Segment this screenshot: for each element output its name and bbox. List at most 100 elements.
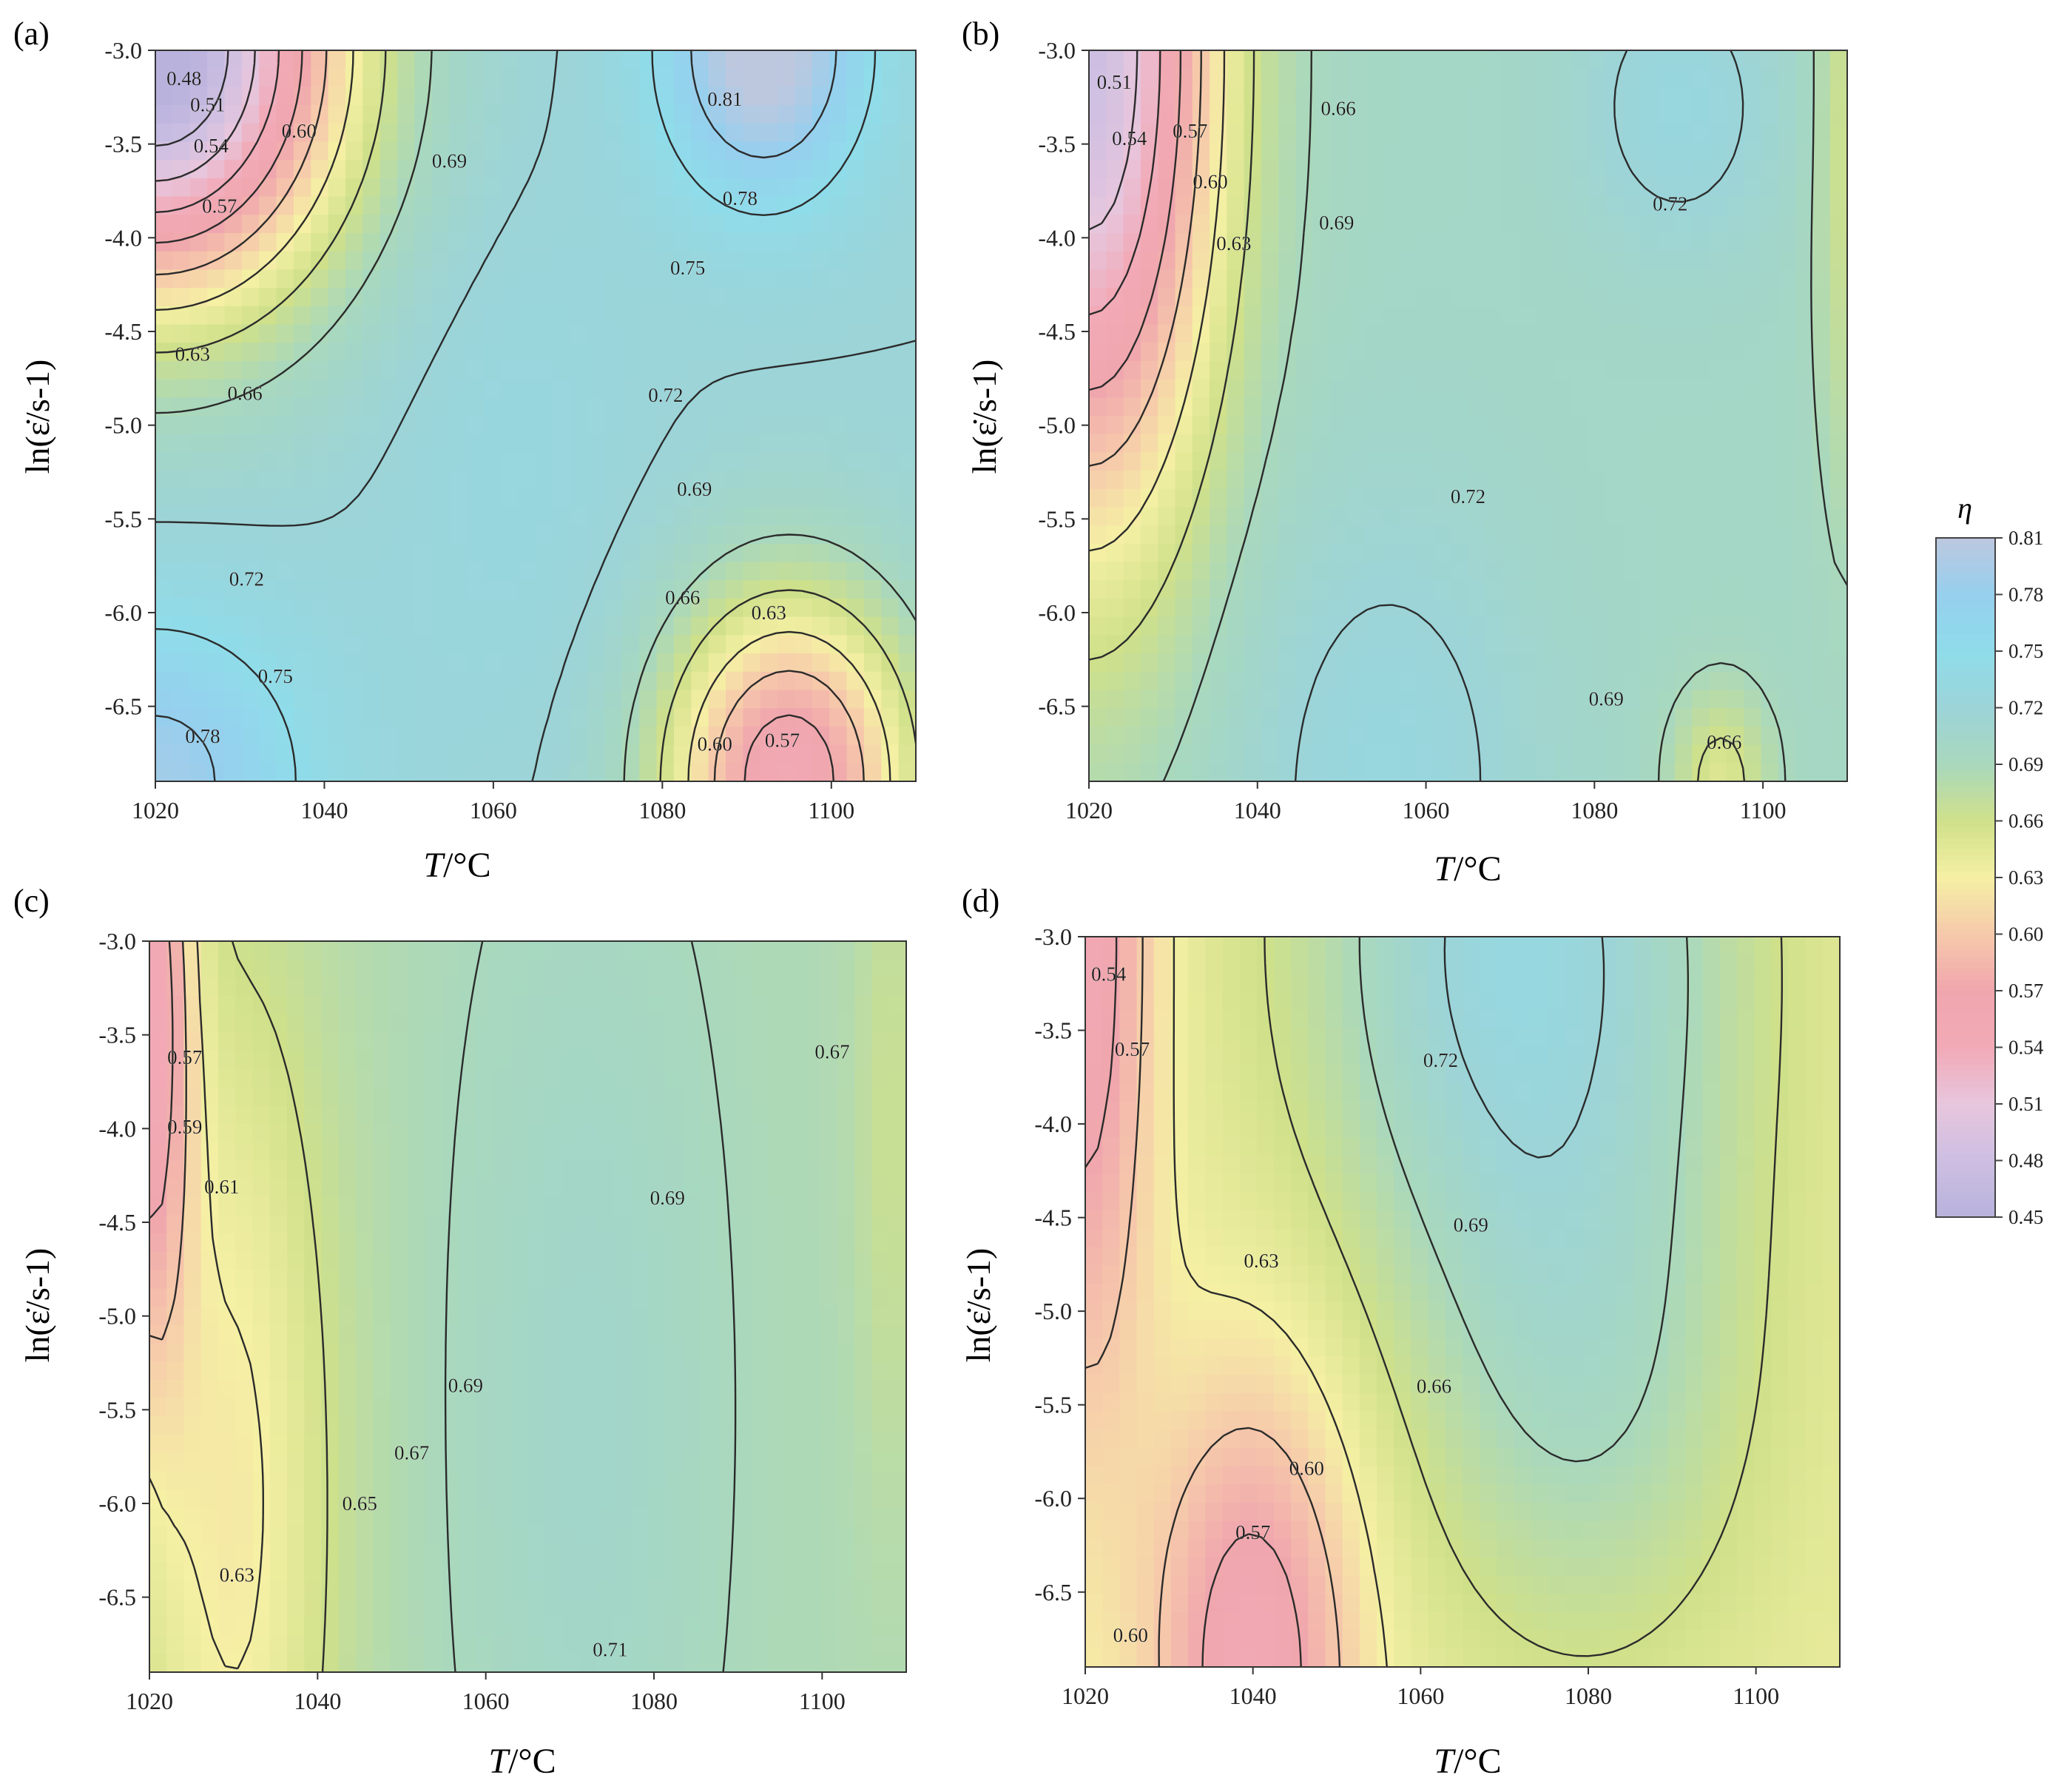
heatmap-cell: [390, 1324, 408, 1344]
heatmap-cell: [846, 488, 865, 508]
heatmap-cell: [518, 251, 536, 271]
heatmap-cell: [1692, 726, 1710, 746]
heatmap-cell: [803, 1215, 821, 1234]
heatmap-cell: [483, 397, 502, 417]
heatmap-cell: [466, 562, 485, 582]
heatmap-cell: [691, 123, 709, 143]
heatmap-cell: [854, 959, 873, 979]
heatmap-cell: [252, 1160, 271, 1179]
heatmap-cell: [321, 941, 340, 960]
heatmap-cell: [1519, 562, 1538, 582]
heatmap-cell: [476, 1014, 494, 1034]
heatmap-cell: [1709, 196, 1727, 216]
heatmap-cell: [803, 1196, 821, 1216]
heatmap-cell: [1330, 105, 1349, 124]
heatmap-cell: [553, 215, 571, 234]
heatmap-cell: [1468, 324, 1486, 343]
heatmap-cell: [1485, 726, 1503, 746]
heatmap-cell: [373, 1215, 391, 1234]
heatmap-cell: [777, 324, 796, 343]
contour-label: 0.72: [1451, 485, 1485, 508]
heatmap-cell: [786, 1142, 804, 1162]
heatmap-cell: [1778, 50, 1796, 70]
heatmap-cell: [252, 1105, 271, 1125]
heatmap-cell: [863, 708, 883, 727]
heatmap-cell: [1330, 379, 1349, 399]
heatmap-cell: [1140, 471, 1158, 490]
heatmap-cell: [1554, 488, 1573, 508]
heatmap-cell: [863, 616, 883, 636]
heatmap-cell: [493, 959, 512, 979]
heatmap-cell: [1502, 324, 1521, 343]
heatmap-cell: [311, 488, 329, 508]
heatmap-cell: [1210, 744, 1228, 764]
heatmap-cell: [1761, 525, 1779, 545]
heatmap-cell: [1175, 343, 1193, 362]
heatmap-cell: [1451, 123, 1469, 143]
heatmap-cell: [673, 251, 692, 271]
heatmap-cell: [760, 269, 778, 289]
heatmap-cell: [1485, 434, 1503, 454]
heatmap-cell: [613, 1215, 632, 1234]
heatmap-cell: [259, 580, 277, 599]
heatmap-cell: [846, 269, 865, 289]
heatmap-cell: [1657, 416, 1676, 435]
heatmap-cell: [466, 452, 485, 471]
heatmap-cell: [837, 1087, 856, 1107]
heatmap-cell: [1571, 599, 1590, 618]
heatmap-cell: [613, 1307, 632, 1326]
heatmap-cell: [1364, 690, 1383, 709]
heatmap-cell: [743, 160, 761, 179]
heatmap-cell: [1829, 599, 1847, 618]
heatmap-cell: [1778, 690, 1796, 709]
heatmap-cell: [1588, 68, 1607, 88]
heatmap-cell: [501, 178, 519, 198]
heatmap-cell: [812, 233, 830, 252]
contour-label: 0.63: [1216, 232, 1251, 255]
heatmap-cell: [881, 471, 900, 490]
heatmap-cell: [1795, 525, 1814, 545]
heatmap-cell: [1657, 306, 1676, 326]
heatmap-cell: [786, 941, 804, 960]
heatmap-cell: [1795, 763, 1814, 781]
heatmap-cell: [544, 1452, 563, 1472]
heatmap-cell: [311, 233, 329, 252]
heatmap-cell: [1657, 50, 1676, 70]
heatmap-cell: [356, 1105, 374, 1125]
heatmap-cell: [155, 215, 174, 234]
heatmap-cell: [442, 1324, 460, 1344]
heatmap-cell: [673, 233, 692, 252]
heatmap-cell: [1433, 452, 1452, 471]
heatmap-cell: [1278, 744, 1297, 764]
heatmap-cell: [390, 1032, 408, 1051]
heatmap-cell: [345, 343, 364, 362]
heatmap-cell: [596, 1142, 615, 1162]
heatmap-cell: [700, 1051, 718, 1070]
heatmap-cell: [777, 690, 796, 709]
heatmap-cell: [691, 744, 709, 764]
heatmap-cell: [648, 1416, 667, 1435]
heatmap-cell: [345, 178, 364, 198]
heatmap-cell: [881, 397, 900, 417]
heatmap-cell: [1158, 671, 1176, 691]
heatmap-cell: [621, 543, 640, 563]
heatmap-cell: [293, 452, 312, 471]
heatmap-cell: [1709, 744, 1727, 764]
heatmap-cell: [553, 178, 571, 198]
heatmap-cell: [604, 178, 623, 198]
heatmap-cell: [1675, 763, 1693, 781]
heatmap-cell: [639, 708, 658, 727]
heatmap-cell: [328, 360, 346, 380]
heatmap-cell: [483, 178, 502, 198]
heatmap-cell: [1106, 616, 1124, 636]
heatmap-cell: [760, 488, 778, 508]
heatmap-cell: [621, 562, 640, 582]
heatmap-cell: [1554, 744, 1573, 764]
contour-line: [155, 50, 891, 781]
heatmap-cell: [1744, 562, 1762, 582]
heatmap-cell: [751, 1270, 769, 1290]
heatmap-cell: [1295, 360, 1314, 380]
heatmap-cell: [648, 1215, 667, 1234]
heatmap-cell: [293, 434, 312, 454]
heatmap-cell: [743, 690, 761, 709]
